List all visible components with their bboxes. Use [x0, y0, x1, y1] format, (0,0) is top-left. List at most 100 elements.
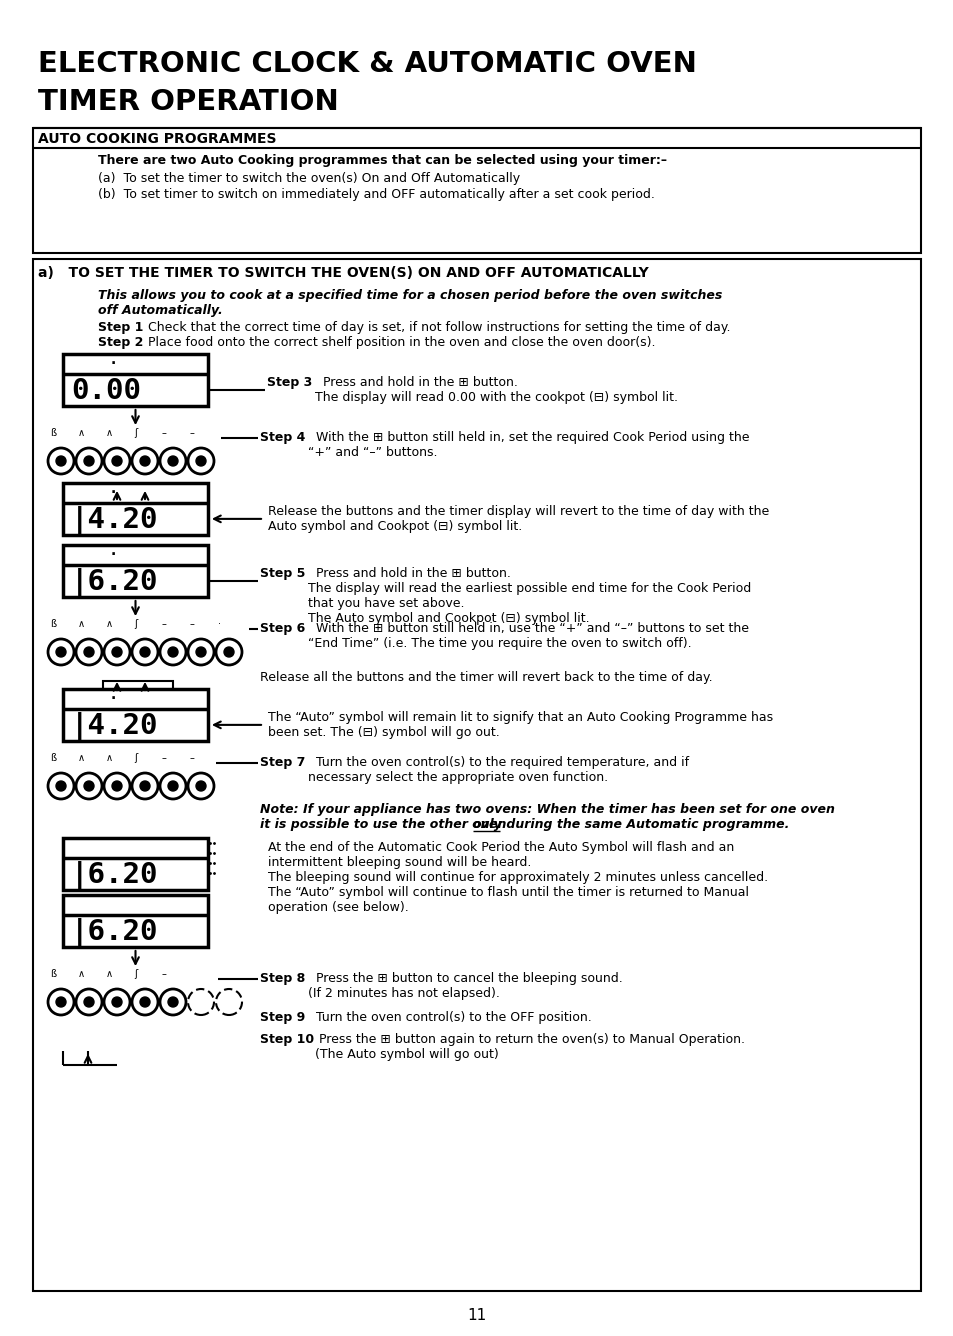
Text: Step 10: Step 10 [260, 1033, 314, 1046]
Text: Auto symbol and Cookpot (⊟) symbol lit.: Auto symbol and Cookpot (⊟) symbol lit. [268, 520, 521, 533]
Text: Release the buttons and the timer display will revert to the time of day with th: Release the buttons and the timer displa… [268, 505, 768, 518]
Circle shape [112, 782, 122, 791]
Text: only: only [473, 818, 502, 831]
Circle shape [140, 647, 150, 657]
Text: The “Auto” symbol will continue to flash until the timer is returned to Manual: The “Auto” symbol will continue to flash… [268, 886, 748, 899]
Text: necessary select the appropriate oven function.: necessary select the appropriate oven fu… [308, 771, 607, 784]
Text: Step 8: Step 8 [260, 973, 305, 985]
Text: (If 2 minutes has not elapsed).: (If 2 minutes has not elapsed). [308, 987, 499, 1001]
Circle shape [195, 456, 206, 466]
Text: –: – [190, 619, 194, 629]
Text: –: – [190, 428, 194, 438]
Text: –: – [162, 969, 167, 979]
Text: Step 1: Step 1 [98, 321, 143, 334]
Text: With the ⊞ button still held in, use the “+” and “–” buttons to set the: With the ⊞ button still held in, use the… [308, 623, 748, 635]
Circle shape [56, 782, 66, 791]
Text: ∧: ∧ [106, 754, 113, 763]
Text: it is possible to use the other oven: it is possible to use the other oven [260, 818, 510, 831]
Text: ∧: ∧ [78, 969, 85, 979]
Circle shape [56, 456, 66, 466]
Text: Note: If your appliance has two ovens: When the timer has been set for one oven: Note: If your appliance has two ovens: W… [260, 803, 834, 816]
Text: Step 2: Step 2 [98, 335, 143, 349]
Text: –: – [162, 428, 167, 438]
Text: The Auto symbol and Cookpot (⊟) symbol lit.: The Auto symbol and Cookpot (⊟) symbol l… [308, 612, 589, 625]
Text: TIMER OPERATION: TIMER OPERATION [38, 88, 338, 116]
Text: Step 5: Step 5 [260, 566, 305, 580]
Text: ß: ß [50, 428, 56, 438]
Text: Check that the correct time of day is set, if not follow instructions for settin: Check that the correct time of day is se… [140, 321, 730, 334]
Text: AUTO COOKING PROGRAMMES: AUTO COOKING PROGRAMMES [38, 132, 276, 146]
Text: ·: · [218, 619, 221, 629]
Text: –: – [190, 754, 194, 763]
Text: The “Auto” symbol will remain lit to signify that an Auto Cooking Programme has: The “Auto” symbol will remain lit to sig… [268, 711, 772, 724]
Text: ∧: ∧ [78, 754, 85, 763]
Bar [63, 689, 208, 741]
Circle shape [84, 997, 94, 1007]
Circle shape [168, 456, 178, 466]
Bar [103, 490, 172, 506]
Text: Step 3: Step 3 [267, 375, 312, 389]
Text: ß: ß [50, 969, 56, 979]
Circle shape [84, 647, 94, 657]
Text: operation (see below).: operation (see below). [268, 900, 408, 914]
Text: ·: · [111, 548, 116, 562]
Text: ʃ: ʃ [133, 969, 137, 979]
Circle shape [168, 782, 178, 791]
Text: (The Auto symbol will go out): (The Auto symbol will go out) [314, 1047, 498, 1061]
Circle shape [140, 456, 150, 466]
Circle shape [224, 647, 233, 657]
Text: –: – [162, 754, 167, 763]
Text: Press and hold in the ⊞ button.: Press and hold in the ⊞ button. [314, 375, 517, 389]
Text: been set. The (⊟) symbol will go out.: been set. The (⊟) symbol will go out. [268, 725, 499, 739]
Text: “End Time” (i.e. The time you require the oven to switch off).: “End Time” (i.e. The time you require th… [308, 637, 691, 651]
Text: The display will read 0.00 with the cookpot (⊟) symbol lit.: The display will read 0.00 with the cook… [314, 390, 678, 403]
Circle shape [140, 782, 150, 791]
Text: Press the ⊞ button to cancel the bleeping sound.: Press the ⊞ button to cancel the bleepin… [308, 973, 622, 985]
Bar [63, 354, 208, 406]
Text: Press and hold in the ⊞ button.: Press and hold in the ⊞ button. [308, 566, 511, 580]
Circle shape [195, 647, 206, 657]
Circle shape [84, 782, 94, 791]
Text: off Automatically.: off Automatically. [98, 305, 222, 317]
Text: ∧: ∧ [78, 428, 85, 438]
Text: The display will read the earliest possible end time for the Cook Period: The display will read the earliest possi… [308, 581, 750, 595]
Bar [63, 838, 208, 890]
Bar [103, 681, 172, 697]
Circle shape [168, 997, 178, 1007]
Circle shape [112, 997, 122, 1007]
Text: ·: · [111, 692, 116, 705]
Text: ∧: ∧ [106, 969, 113, 979]
Text: ʃ: ʃ [133, 754, 137, 763]
Circle shape [112, 456, 122, 466]
Text: |6.20: |6.20 [71, 568, 158, 597]
Circle shape [195, 782, 206, 791]
Text: a)   TO SET THE TIMER TO SWITCH THE OVEN(S) ON AND OFF AUTOMATICALLY: a) TO SET THE TIMER TO SWITCH THE OVEN(S… [38, 266, 648, 281]
Text: 0.00: 0.00 [71, 377, 141, 405]
Text: |6.20: |6.20 [71, 918, 158, 947]
Text: ELECTRONIC CLOCK & AUTOMATIC OVEN: ELECTRONIC CLOCK & AUTOMATIC OVEN [38, 49, 696, 77]
Text: ∧: ∧ [106, 428, 113, 438]
Text: ʃ: ʃ [133, 428, 137, 438]
Text: ·: · [111, 357, 116, 371]
Text: ∧: ∧ [106, 619, 113, 629]
Text: intermittent bleeping sound will be heard.: intermittent bleeping sound will be hear… [268, 856, 531, 868]
Text: |6.20: |6.20 [71, 860, 158, 890]
Circle shape [168, 647, 178, 657]
Text: 11: 11 [467, 1308, 486, 1323]
Text: The bleeping sound will continue for approximately 2 minutes unless cancelled.: The bleeping sound will continue for app… [268, 871, 767, 884]
Text: Release all the buttons and the timer will revert back to the time of day.: Release all the buttons and the timer wi… [260, 671, 712, 684]
Bar [63, 545, 208, 597]
Text: There are two Auto Cooking programmes that can be selected using your timer:–: There are two Auto Cooking programmes th… [98, 154, 666, 167]
Text: Turn the oven control(s) to the required temperature, and if: Turn the oven control(s) to the required… [308, 756, 688, 770]
Text: |4.20: |4.20 [71, 506, 158, 534]
Text: This allows you to cook at a specified time for a chosen period before the oven : This allows you to cook at a specified t… [98, 289, 721, 302]
Text: ʃ: ʃ [133, 619, 137, 629]
Text: ∧: ∧ [78, 619, 85, 629]
Text: At the end of the Automatic Cook Period the Auto Symbol will flash and an: At the end of the Automatic Cook Period … [268, 840, 734, 854]
Text: (b)  To set timer to switch on immediately and OFF automatically after a set coo: (b) To set timer to switch on immediatel… [98, 188, 654, 200]
Circle shape [140, 997, 150, 1007]
Bar [33, 259, 920, 1291]
Bar [63, 484, 208, 534]
Circle shape [56, 647, 66, 657]
Circle shape [84, 456, 94, 466]
